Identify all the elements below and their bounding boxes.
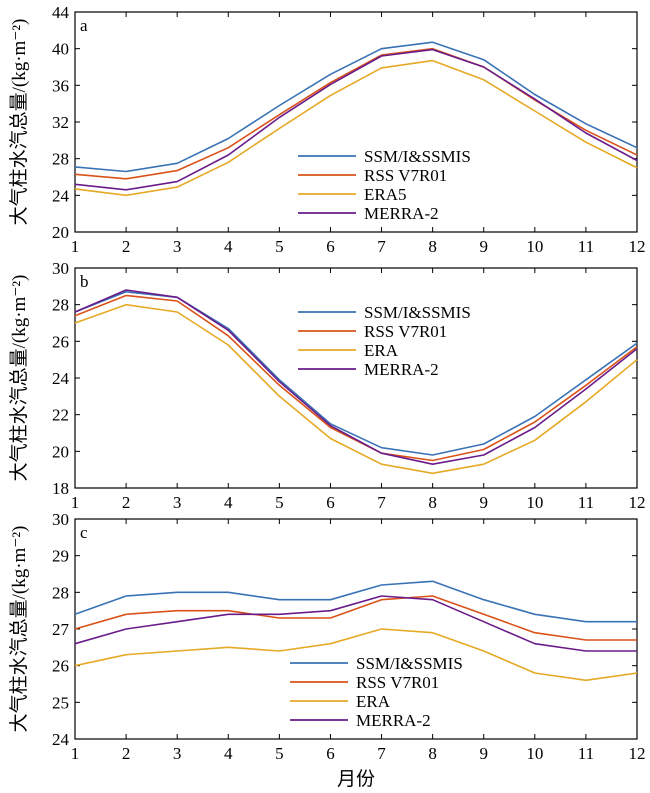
x-tick-label: 2 <box>122 744 131 763</box>
x-tick-label: 11 <box>578 744 594 763</box>
y-tick-label: 28 <box>52 583 69 602</box>
x-tick-label: 3 <box>173 744 182 763</box>
legend-label: MERRA-2 <box>356 711 431 730</box>
x-tick-label: 12 <box>629 237 646 256</box>
y-tick-label: 32 <box>52 113 69 132</box>
legend-label: RSS V7R01 <box>364 166 447 185</box>
x-tick-label: 6 <box>326 493 335 512</box>
y-tick-label: 18 <box>52 479 69 498</box>
x-tick-label: 2 <box>122 237 131 256</box>
series-line-era <box>74 303 638 475</box>
x-tick-label: 8 <box>428 237 437 256</box>
y-tick-label: 22 <box>52 406 69 425</box>
legend-label: ERA <box>364 341 399 360</box>
x-tick-label: 7 <box>377 744 386 763</box>
y-tick-label: 26 <box>52 332 69 351</box>
legend-label: ERA5 <box>364 185 407 204</box>
x-tick-label: 5 <box>275 744 284 763</box>
x-tick-label: 4 <box>224 493 233 512</box>
x-tick-label: 7 <box>377 237 386 256</box>
panel-letter: a <box>80 16 88 35</box>
x-tick-label: 9 <box>479 493 488 512</box>
y-axis-label: 大气柱水汽总量/(kg·m⁻²) <box>8 526 30 733</box>
x-tick-label: 2 <box>122 493 131 512</box>
panel-letter: c <box>80 523 88 542</box>
series-line-rss-v7r01 <box>74 47 638 180</box>
x-tick-label: 4 <box>224 237 233 256</box>
legend-label: SSM/I&SSMIS <box>364 147 471 166</box>
x-tick-label: 1 <box>71 744 80 763</box>
y-tick-label: 29 <box>52 547 69 566</box>
x-tick-label: 1 <box>71 493 80 512</box>
series-line-ssm-i-ssmis <box>74 41 638 173</box>
x-tick-label: 10 <box>526 493 543 512</box>
y-axis-label: 大气柱水汽总量/(kg·m⁻²) <box>8 275 30 482</box>
x-tick-label: 9 <box>479 744 488 763</box>
series-line-era5 <box>74 59 638 197</box>
x-tick-label: 5 <box>275 493 284 512</box>
x-tick-label: 12 <box>629 744 646 763</box>
y-tick-label: 25 <box>52 693 69 712</box>
x-tick-label: 11 <box>578 237 594 256</box>
panel-letter: b <box>80 272 89 291</box>
y-tick-label: 24 <box>52 730 70 749</box>
x-tick-label: 5 <box>275 237 284 256</box>
legend-label: RSS V7R01 <box>356 673 439 692</box>
y-tick-label: 26 <box>52 657 69 676</box>
x-tick-label: 1 <box>71 237 80 256</box>
y-tick-label: 27 <box>52 620 70 639</box>
x-tick-label: 6 <box>326 237 335 256</box>
x-tick-label: 6 <box>326 744 335 763</box>
y-tick-label: 40 <box>52 40 69 59</box>
y-tick-label: 28 <box>52 150 69 169</box>
legend-label: SSM/I&SSMIS <box>356 654 463 673</box>
y-tick-label: 30 <box>52 510 69 529</box>
y-tick-label: 20 <box>52 442 69 461</box>
x-tick-label: 7 <box>377 493 386 512</box>
y-tick-label: 44 <box>52 3 70 22</box>
y-tick-label: 24 <box>52 186 70 205</box>
x-tick-label: 12 <box>629 493 646 512</box>
legend-label: MERRA-2 <box>364 204 439 223</box>
x-tick-label: 10 <box>526 237 543 256</box>
y-tick-label: 24 <box>52 369 70 388</box>
series-line-ssm-i-ssmis <box>74 580 637 623</box>
x-tick-label: 8 <box>428 493 437 512</box>
y-tick-label: 36 <box>52 76 69 95</box>
x-axis-label: 月份 <box>337 768 375 790</box>
x-tick-label: 3 <box>173 493 182 512</box>
x-tick-label: 9 <box>479 237 488 256</box>
y-tick-label: 28 <box>52 296 69 315</box>
y-tick-label: 20 <box>52 223 69 242</box>
series-line-merra-2 <box>74 289 638 466</box>
series-line-ssm-i-ssmis <box>74 290 638 456</box>
x-tick-label: 3 <box>173 237 182 256</box>
legend-label: RSS V7R01 <box>364 322 447 341</box>
y-tick-label: 30 <box>52 259 69 278</box>
series-line-rss-v7r01 <box>74 595 637 641</box>
legend-label: ERA <box>356 692 391 711</box>
x-tick-label: 10 <box>526 744 543 763</box>
series-line-era <box>74 628 638 682</box>
y-axis-label: 大气柱水汽总量/(kg·m⁻²) <box>8 19 30 226</box>
series-line-merra-2 <box>74 595 637 652</box>
x-tick-label: 8 <box>428 744 437 763</box>
x-tick-label: 11 <box>578 493 594 512</box>
series-line-merra-2 <box>74 48 638 191</box>
x-tick-label: 4 <box>224 744 233 763</box>
axis-frame <box>74 267 638 489</box>
legend-label: SSM/I&SSMIS <box>364 303 471 322</box>
legend-label: MERRA-2 <box>364 360 439 379</box>
